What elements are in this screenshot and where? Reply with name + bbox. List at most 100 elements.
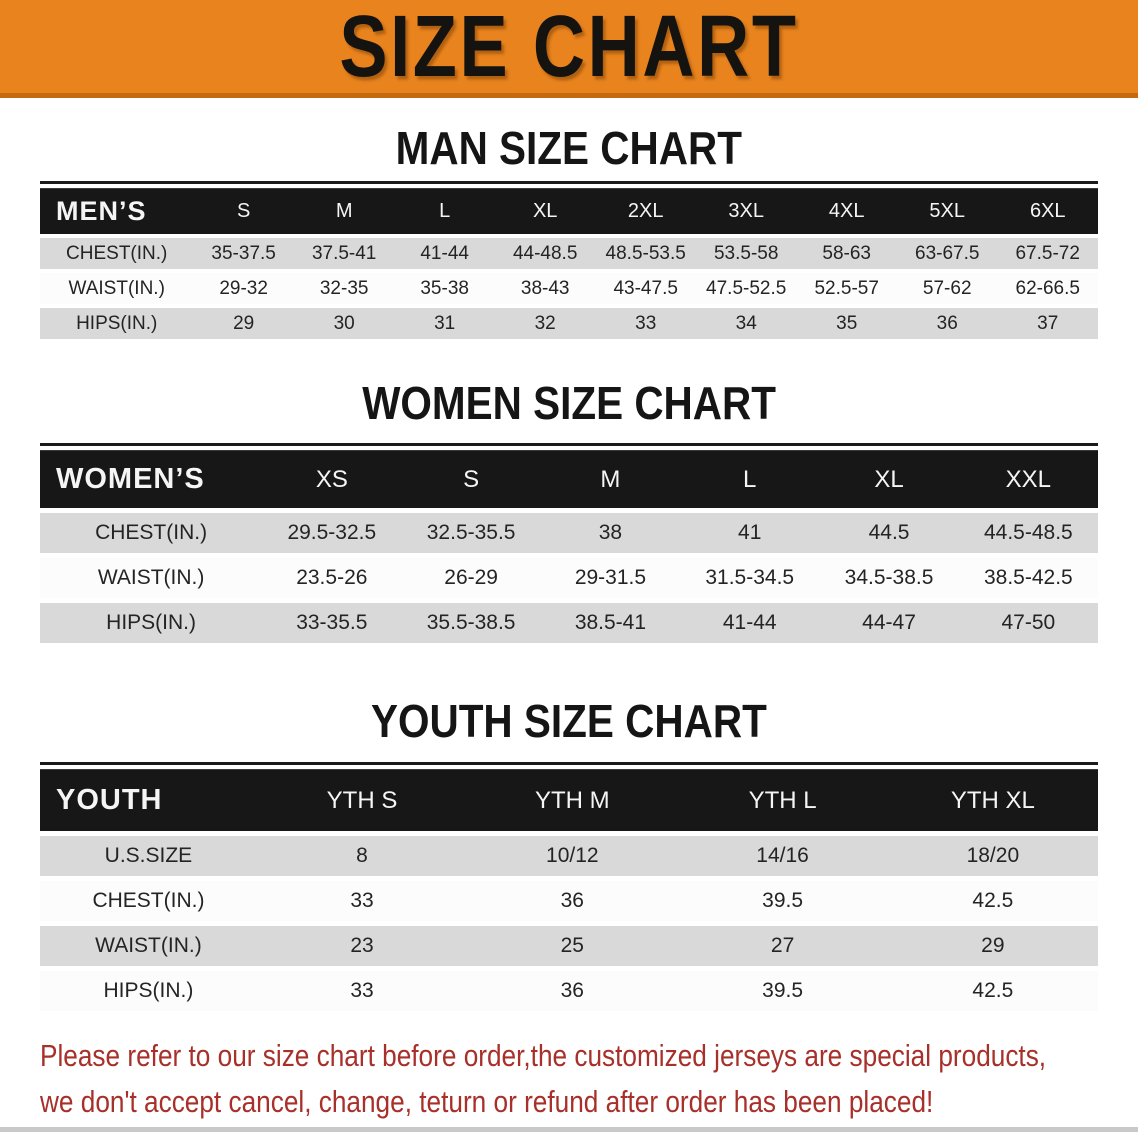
column-header: YTH S (326, 786, 398, 814)
table-top-divider (40, 181, 1098, 184)
cell-value: 23.5-26 (296, 566, 368, 589)
cell-value: 25 (560, 934, 584, 957)
cell-value: 48.5-53.5 (605, 242, 686, 264)
cell-value: 36 (560, 889, 584, 912)
row-label: WAIST(IN.) (95, 934, 202, 957)
cell-value: 38 (598, 521, 623, 544)
table-corner-label: YOUTH (56, 784, 163, 816)
cell-value: 44.5 (868, 521, 910, 544)
disclaimer: Please refer to our size chart before or… (40, 1033, 1138, 1125)
cell-value: 30 (333, 312, 355, 334)
cell-value: 29 (233, 312, 255, 334)
cell-value: 58-63 (822, 242, 872, 264)
column-header: YTH L (748, 786, 817, 814)
cell-value: 52.5-57 (814, 277, 879, 299)
cell-value: 41-44 (420, 242, 469, 264)
cell-value: 47.5-52.5 (706, 277, 787, 299)
disclaimer-line-1: Please refer to our size chart before or… (40, 1038, 1047, 1073)
cell-value: 34.5-38.5 (844, 566, 934, 589)
men-size-table: MEN’S S M L XL 2XL 3XL 4XL 5XL 6XL CHEST(IN.) 35-3… (40, 181, 1098, 339)
row-label: CHEST(IN.) (95, 521, 208, 544)
cell-value: 10/12 (546, 844, 599, 867)
column-header: M (335, 200, 353, 222)
bottom-divider (0, 1127, 1138, 1132)
cell-value: 29.5-32.5 (287, 521, 377, 544)
table-row: WAIST(IN.) 29-32 32-35 35-38 38-43 43-47.5 47.… (40, 273, 1098, 304)
column-header: L (743, 465, 757, 493)
cell-value: 41 (738, 521, 762, 544)
column-header: YTH XL (950, 786, 1035, 814)
cell-value: 14/16 (756, 844, 809, 867)
table-row: CHEST(IN.) 35-37.5 37.5-41 41-44 44-48.5 48.5… (40, 238, 1098, 269)
cell-value: 43-47.5 (613, 277, 678, 299)
cell-value: 27 (770, 934, 795, 957)
column-header: L (439, 200, 451, 222)
cell-value: 33 (635, 312, 657, 334)
cell-value: 31.5-34.5 (705, 566, 795, 589)
table-top-divider (40, 443, 1098, 446)
women-section-heading: WOMEN SIZE CHART (362, 377, 776, 429)
row-label: HIPS(IN.) (106, 611, 196, 634)
disclaimer-line-2: we don't accept cancel, change, teturn o… (40, 1084, 934, 1119)
cell-value: 62-66.5 (1015, 277, 1080, 299)
cell-value: 18/20 (966, 844, 1020, 867)
men-section-heading: MAN SIZE CHART (395, 122, 743, 174)
women-table-header: WOMEN’S XS S M L XL XXL (40, 450, 1098, 508)
column-header: XS (315, 465, 348, 493)
cell-value: 35 (836, 312, 858, 334)
column-header: XL (874, 465, 904, 493)
table-row: HIPS(IN.) 33-35.5 35.5-38.5 38.5-41 41-44 44-… (40, 603, 1098, 643)
cell-value: 53.5-58 (713, 242, 779, 264)
women-size-table: WOMEN’S XS S M L XL XXL CHEST(IN.) 29.5-32.5 32.… (40, 443, 1098, 643)
cell-value: 33-35.5 (296, 611, 368, 634)
cell-value: 57-62 (922, 277, 972, 299)
cell-value: 47-50 (1001, 611, 1056, 634)
cell-value: 35-38 (420, 277, 469, 299)
cell-value: 29-31.5 (574, 566, 647, 589)
cell-value: 36 (936, 312, 958, 334)
table-corner-label: MEN’S (56, 196, 147, 226)
column-header: M (600, 465, 621, 493)
cell-value: 33 (350, 889, 374, 912)
cell-value: 8 (356, 844, 368, 867)
table-row: HIPS(IN.) 33 36 39.5 42.5 (40, 971, 1098, 1011)
row-label: HIPS(IN.) (76, 312, 158, 334)
column-header: XL (532, 200, 558, 222)
row-label: CHEST(IN.) (92, 889, 205, 912)
column-header: S (463, 465, 480, 493)
column-header: 5XL (929, 200, 966, 222)
column-header: 3XL (728, 200, 764, 222)
cell-value: 37 (1037, 312, 1059, 334)
cell-value: 32-35 (319, 277, 369, 299)
cell-value: 41-44 (722, 611, 777, 634)
column-header: 4XL (828, 200, 865, 222)
table-row: WAIST(IN.) 23.5-26 26-29 29-31.5 31.5-34.5 34… (40, 558, 1098, 598)
cell-value: 34 (735, 312, 757, 334)
column-header: 6XL (1029, 200, 1066, 222)
cell-value: 33 (350, 979, 374, 1002)
column-header: 2XL (627, 200, 664, 222)
table-top-divider (40, 762, 1098, 765)
youth-table-header: YOUTH YTH S YTH M YTH L YTH XL (40, 769, 1098, 831)
cell-value: 35-37.5 (211, 242, 276, 264)
cell-value: 39.5 (762, 889, 804, 912)
cell-value: 32.5-35.5 (426, 521, 516, 544)
column-header: S (236, 200, 251, 222)
banner: SIZE CHART (0, 0, 1138, 98)
cell-value: 38-43 (520, 277, 570, 299)
row-label: U.S.SIZE (104, 844, 193, 867)
row-label: HIPS(IN.) (103, 979, 194, 1002)
row-label: WAIST(IN.) (97, 566, 205, 589)
cell-value: 67.5-72 (1015, 242, 1080, 264)
column-header: YTH M (534, 786, 610, 814)
cell-value: 23 (350, 934, 374, 957)
cell-value: 32 (534, 312, 556, 334)
cell-value: 36 (560, 979, 584, 1002)
row-label: WAIST(IN.) (68, 277, 165, 299)
table-row: WAIST(IN.) 23 25 27 29 (40, 926, 1098, 966)
cell-value: 38.5-41 (574, 611, 647, 634)
youth-size-table: YOUTH YTH S YTH M YTH L YTH XL U.S.SIZE 8 10/1… (40, 762, 1098, 1011)
page-title: SIZE CHART (339, 0, 799, 95)
table-row: CHEST(IN.) 29.5-32.5 32.5-35.5 38 41 44.5 44.5… (40, 513, 1098, 553)
cell-value: 26-29 (444, 566, 498, 589)
